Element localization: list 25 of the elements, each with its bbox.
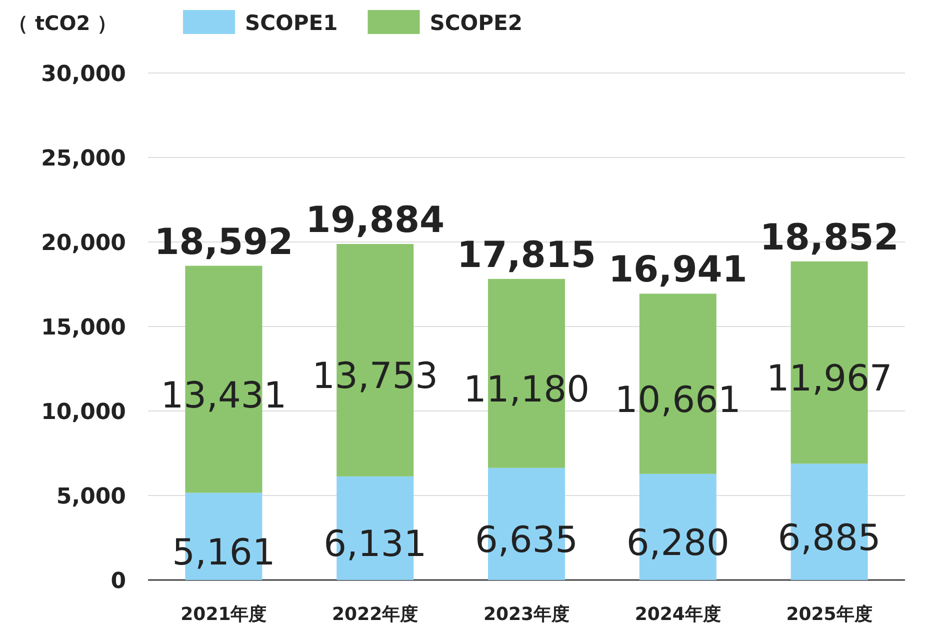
- data-label: 5,161: [172, 532, 276, 574]
- total-label: 18,852: [760, 217, 899, 258]
- x-tick-label: 2025年度: [786, 604, 872, 625]
- x-tick-label: 2021年度: [180, 604, 267, 625]
- legend-label: SCOPE1: [245, 11, 338, 35]
- x-tick-label: 2024年度: [634, 604, 721, 625]
- y-tick-label: 10,000: [41, 400, 126, 425]
- y-tick-label: 5,000: [56, 484, 126, 510]
- y-axis-title: （ tCO2 ）: [8, 11, 118, 35]
- y-tick-label: 25,000: [41, 146, 126, 172]
- x-tick-label: 2022年度: [332, 604, 418, 625]
- total-label: 18,592: [154, 222, 294, 263]
- data-label: 6,131: [324, 524, 427, 566]
- y-tick-label: 20,000: [41, 231, 126, 256]
- total-label: 16,941: [608, 250, 748, 291]
- total-label: 19,884: [306, 200, 445, 241]
- data-label: 6,280: [626, 522, 730, 564]
- data-label: 6,885: [778, 518, 881, 559]
- y-tick-label: 0: [110, 569, 126, 594]
- total-label: 17,815: [457, 234, 596, 276]
- y-tick-label: 15,000: [41, 316, 126, 340]
- x-tick-label: 2023年度: [483, 604, 570, 625]
- y-tick-label: 30,000: [41, 62, 126, 87]
- legend-label: SCOPE2: [430, 11, 522, 35]
- data-label: 6,635: [474, 520, 578, 561]
